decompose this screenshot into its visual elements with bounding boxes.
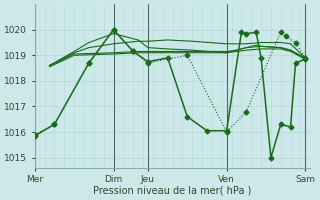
X-axis label: Pression niveau de la mer( hPa ): Pression niveau de la mer( hPa ) <box>93 186 252 196</box>
